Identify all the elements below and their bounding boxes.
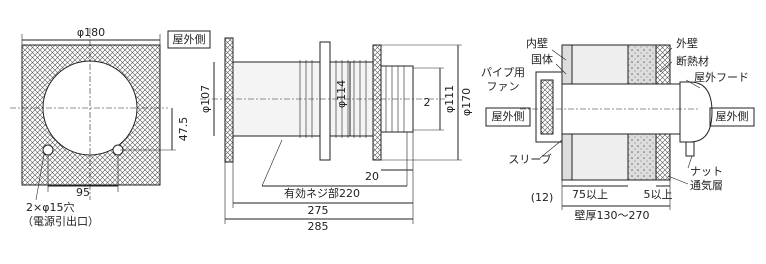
install-view-line: [539, 139, 563, 159]
label: φ170: [460, 88, 473, 116]
label: 275: [308, 204, 329, 217]
install-view-line: [551, 49, 567, 61]
install-view: [485, 44, 755, 210]
label: パイプ用: [481, 66, 525, 79]
label: 2: [424, 96, 431, 109]
label: ファン: [487, 80, 520, 93]
label: 285: [308, 220, 329, 233]
label: 95: [76, 186, 90, 199]
label: 通気層: [690, 178, 723, 192]
label: φ111: [443, 85, 456, 113]
install-view-line: [667, 175, 689, 185]
install-view-line: [555, 63, 567, 75]
label: ナット: [690, 165, 723, 178]
install-view-line: [687, 155, 693, 169]
label: 屋外側: [492, 110, 525, 123]
front-view-circle: [42, 144, 54, 156]
label: 75以上: [572, 188, 608, 201]
label: スリーブ: [508, 152, 551, 166]
label: (12): [531, 191, 554, 204]
label: 屋外側: [173, 33, 206, 46]
label: 有効ネジ部220: [284, 186, 360, 200]
install-view-line: [685, 79, 701, 89]
install-view-rect: [709, 107, 755, 127]
label: 断熱材: [676, 54, 709, 68]
side-view-rect: [372, 44, 382, 161]
front-view-line: [35, 153, 45, 201]
side-view-line: [261, 139, 283, 187]
install-view-rect: [485, 107, 531, 127]
label: （電源引出口）: [22, 214, 99, 228]
install-view-line: [661, 47, 673, 59]
label: 2×φ15穴: [26, 200, 74, 214]
label: 内壁: [526, 36, 548, 50]
label: 47.5: [177, 117, 190, 142]
label: 屋外フード: [694, 71, 749, 84]
side-view-rect: [167, 30, 211, 49]
label: 5以上: [644, 188, 673, 201]
label: 外壁: [676, 36, 698, 50]
install-view-path: [679, 81, 713, 143]
side-view-rect: [319, 41, 331, 161]
install-view-rect: [540, 79, 554, 135]
front-view: [10, 28, 176, 201]
install-view-rect: [685, 141, 695, 157]
label: φ180: [77, 26, 105, 39]
label: 壁厚130～270: [575, 208, 650, 222]
label: φ114: [335, 80, 348, 108]
label: 国体: [531, 52, 553, 66]
label: 屋外側: [716, 110, 749, 123]
install-view-line: [659, 61, 673, 73]
label: φ107: [199, 85, 212, 113]
label: 20: [365, 170, 379, 183]
side-view-rect: [224, 37, 234, 163]
side-view: [167, 30, 462, 224]
